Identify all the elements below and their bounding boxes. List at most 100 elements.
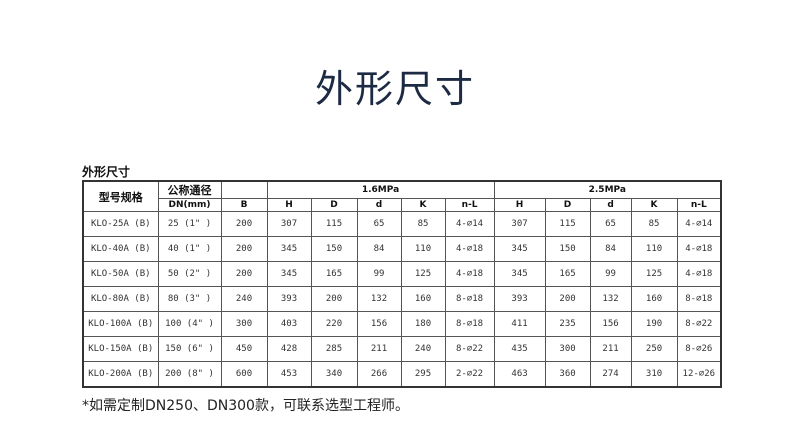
table-cell: KLO-150A (B) <box>82 336 159 362</box>
table-cell: 84 <box>356 236 402 262</box>
table-cell: 240 <box>400 336 446 362</box>
table-row: KLO-100A (B) 100 (4" ) 300 403 220 156 180 8-⌀1… <box>82 311 722 337</box>
table-cell: 266 <box>356 361 402 388</box>
table-cell: 8-⌀18 <box>676 286 722 312</box>
header-1-6-d: D <box>310 198 358 212</box>
table-row: KLO-50A (B) 50 (2" ) 200 345 165 99 125 4-⌀18 34… <box>82 261 722 287</box>
table-cell: KLO-200A (B) <box>82 361 159 388</box>
table-cell: 411 <box>493 311 546 337</box>
table-cell: KLO-40A (B) <box>82 236 159 262</box>
table-cell: 8-⌀18 <box>444 311 495 337</box>
table-cell: 165 <box>310 261 358 287</box>
table-cell: 25 (1" ) <box>157 211 222 237</box>
header-b: B <box>220 198 268 212</box>
table-cell: 150 (6" ) <box>157 336 222 362</box>
table-cell: 200 (8" ) <box>157 361 222 388</box>
table-cell: 156 <box>589 311 632 337</box>
header-2-5-k: K <box>630 198 678 212</box>
table-row: KLO-200A (B) 200 (8" ) 600 453 340 266 295 2-⌀2… <box>82 361 722 388</box>
table-cell: 8-⌀18 <box>444 286 495 312</box>
table-cell: 300 <box>544 336 591 362</box>
table-cell: 200 <box>310 286 358 312</box>
table-cell: 340 <box>310 361 358 388</box>
table-cell: 8-⌀22 <box>444 336 495 362</box>
table-cell: 4-⌀18 <box>676 261 722 287</box>
table-cell: 200 <box>220 211 268 237</box>
table-cell: 453 <box>266 361 312 388</box>
table-row: KLO-80A (B) 80 (3" ) 240 393 200 132 160 8-⌀18 3… <box>82 286 722 312</box>
table-cell: 40 (1" ) <box>157 236 222 262</box>
table-cell: 160 <box>630 286 678 312</box>
table-cell: 200 <box>220 236 268 262</box>
table-cell: 99 <box>356 261 402 287</box>
table-cell: 403 <box>266 311 312 337</box>
table-cell: 393 <box>493 286 546 312</box>
table-cell: 235 <box>544 311 591 337</box>
page-title: 外形尺寸 <box>314 67 475 111</box>
header-nominal: 公称通径 <box>157 180 222 199</box>
table-cell: 4-⌀18 <box>676 236 722 262</box>
table-cell: 132 <box>589 286 632 312</box>
table-cell: 600 <box>220 361 268 388</box>
header-blank <box>220 180 268 199</box>
table-cell: KLO-100A (B) <box>82 311 159 337</box>
footnote: *如需定制DN250、DN300款，可联系选型工程师。 <box>82 398 409 414</box>
table-row: KLO-25A (B) 25 (1" ) 200 307 115 65 85 4-⌀14 307… <box>82 211 722 237</box>
table-cell: 250 <box>630 336 678 362</box>
table-row: KLO-40A (B) 40 (1" ) 200 345 150 84 110 4-⌀18 34… <box>82 236 722 262</box>
table-cell: 307 <box>266 211 312 237</box>
table-cell: 84 <box>589 236 632 262</box>
table-cell: 110 <box>630 236 678 262</box>
table-cell: 4-⌀18 <box>444 261 495 287</box>
table-cell: 190 <box>630 311 678 337</box>
table-cell: 99 <box>589 261 632 287</box>
table-cell: 65 <box>589 211 632 237</box>
header-2-5-d: d <box>589 198 632 212</box>
header-model: 型号规格 <box>82 180 159 212</box>
table-cell: 220 <box>310 311 358 337</box>
table-cell: 463 <box>493 361 546 388</box>
table-cell: 156 <box>356 311 402 337</box>
table-cell: 85 <box>630 211 678 237</box>
table-cell: 150 <box>544 236 591 262</box>
table-cell: 150 <box>310 236 358 262</box>
table-cell: 80 (3" ) <box>157 286 222 312</box>
table-cell: 160 <box>400 286 446 312</box>
table-row: KLO-150A (B) 150 (6" ) 450 428 285 211 240 8-⌀2… <box>82 336 722 362</box>
table-cell: 345 <box>266 236 312 262</box>
header-1-6-n-l: n-L <box>444 198 495 212</box>
table-cell: KLO-50A (B) <box>82 261 159 287</box>
table-cell: 200 <box>220 261 268 287</box>
table-cell: 435 <box>493 336 546 362</box>
table-cell: 240 <box>220 286 268 312</box>
table-cell: 8-⌀26 <box>676 336 722 362</box>
table-cell: 50 (2" ) <box>157 261 222 287</box>
table-cell: 393 <box>266 286 312 312</box>
table-cell: 85 <box>400 211 446 237</box>
table-cell: 307 <box>493 211 546 237</box>
table-cell: 211 <box>589 336 632 362</box>
header-2-5-h: H <box>493 198 546 212</box>
table-cell: 12-⌀26 <box>676 361 722 388</box>
table-cell: 115 <box>310 211 358 237</box>
header-1-6-h: H <box>266 198 312 212</box>
table-caption: 外形尺寸 <box>82 165 131 179</box>
table-cell: 200 <box>544 286 591 312</box>
header-1-6mpa: 1.6MPa <box>266 180 495 199</box>
table-cell: 125 <box>400 261 446 287</box>
table-cell: 4-⌀14 <box>676 211 722 237</box>
table-cell: 345 <box>266 261 312 287</box>
table-cell: 180 <box>400 311 446 337</box>
table-cell: 125 <box>630 261 678 287</box>
table-cell: 165 <box>544 261 591 287</box>
table-cell: 8-⌀22 <box>676 311 722 337</box>
table-cell: 310 <box>630 361 678 388</box>
table-cell: 360 <box>544 361 591 388</box>
table-cell: 2-⌀22 <box>444 361 495 388</box>
table-cell: 300 <box>220 311 268 337</box>
table-cell: 295 <box>400 361 446 388</box>
header-1-6-k: K <box>400 198 446 212</box>
table-cell: 450 <box>220 336 268 362</box>
table-cell: 211 <box>356 336 402 362</box>
